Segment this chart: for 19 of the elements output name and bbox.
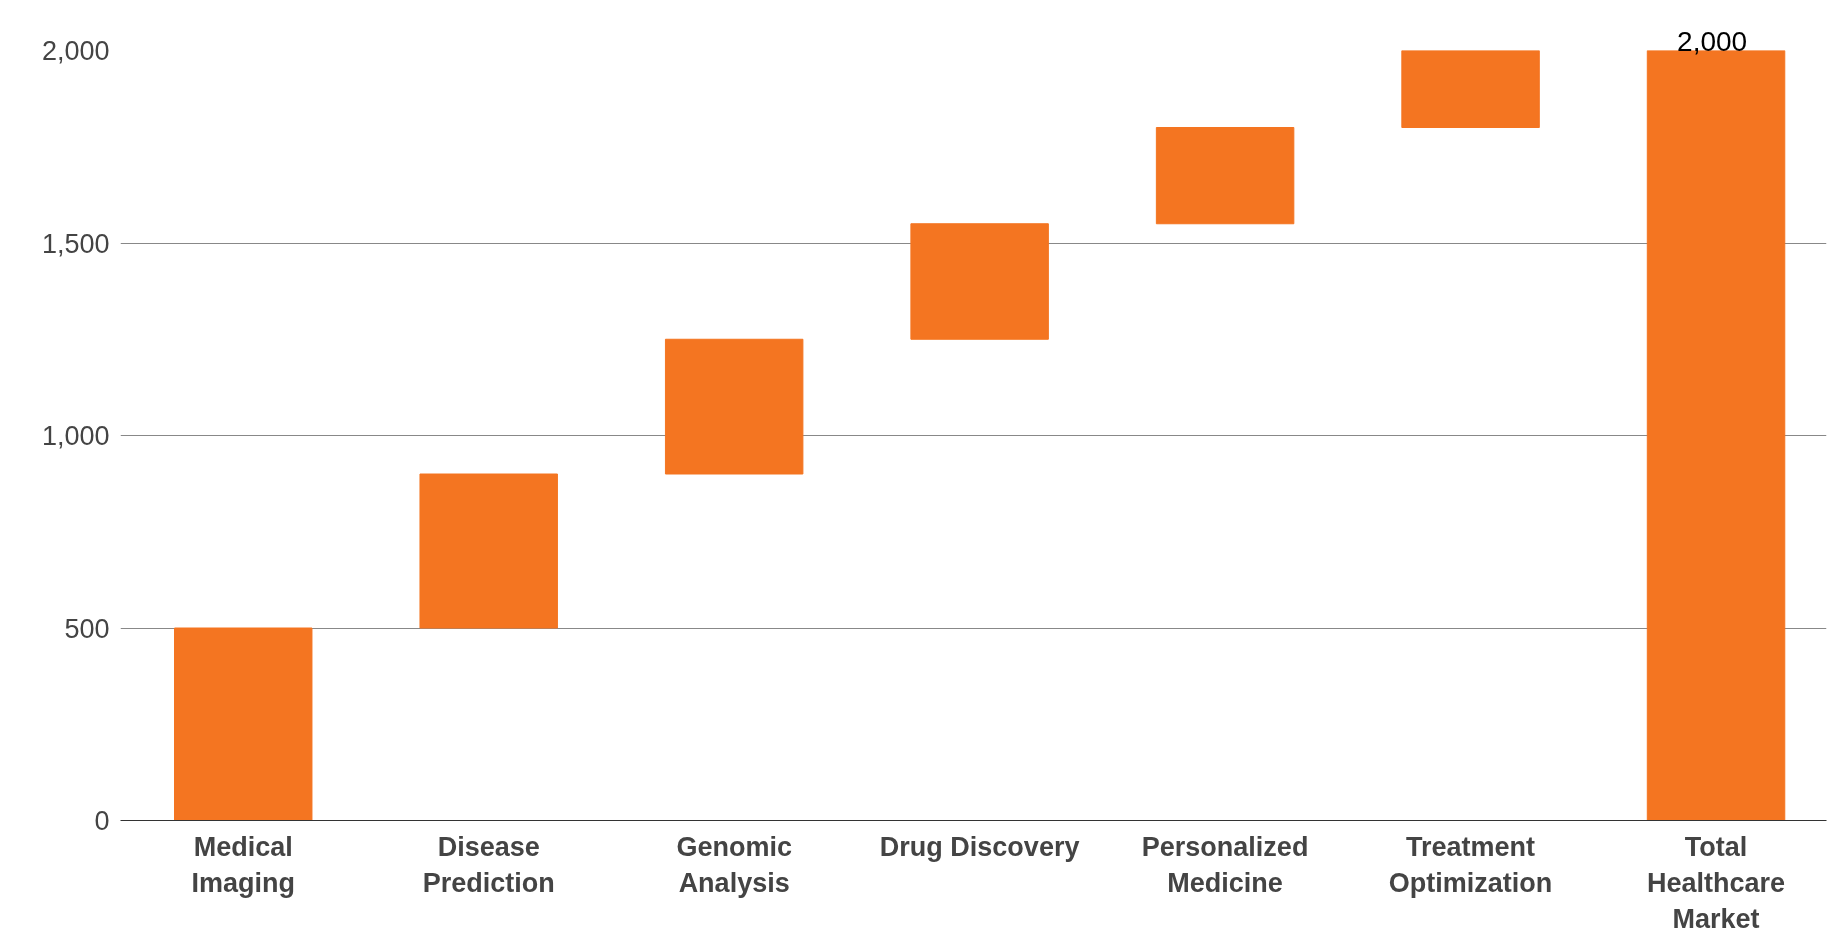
bar <box>664 338 804 475</box>
y-tick-label: 500 <box>64 613 110 644</box>
x-tick-label: Medical Imaging <box>191 831 295 898</box>
y-tick-label: 1,000 <box>41 421 110 451</box>
bar <box>419 473 558 629</box>
x-tick-label: Personalized Medicine <box>1141 831 1309 898</box>
x-tick-label: Genomic Analysis <box>676 831 792 898</box>
data-label: 2,000 <box>1677 25 1748 57</box>
bar <box>910 223 1049 340</box>
bar <box>1401 50 1540 128</box>
x-tick-label: Disease Prediction <box>422 831 555 898</box>
bar <box>174 627 313 821</box>
x-tick-label: Drug Discovery <box>879 831 1080 862</box>
bar <box>1155 127 1295 225</box>
y-tick-label: 1,500 <box>41 228 110 259</box>
y-tick-label: 2,000 <box>41 36 110 66</box>
x-tick-label: Treatment Optimization <box>1388 831 1553 898</box>
x-tick-label: Total Healthcare Market <box>1647 831 1786 934</box>
y-tick-label: 0 <box>94 806 110 836</box>
